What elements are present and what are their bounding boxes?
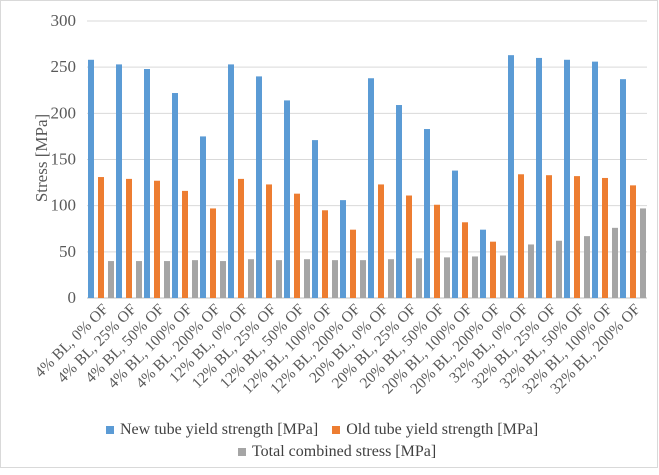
bar — [536, 57, 542, 298]
bar — [108, 261, 114, 298]
bar — [88, 59, 94, 298]
bar — [116, 64, 122, 298]
bar — [388, 259, 394, 298]
bar — [172, 93, 178, 299]
bar — [284, 100, 290, 298]
bar — [312, 140, 318, 298]
bar — [640, 208, 646, 298]
bar — [462, 222, 468, 298]
y-tick-label: 100 — [51, 196, 77, 215]
bar — [276, 260, 282, 298]
bar — [322, 210, 328, 298]
bar — [294, 193, 300, 298]
bar — [592, 61, 598, 299]
legend-label-old-tube: Old tube yield strength [MPa] — [346, 421, 539, 438]
bar — [602, 177, 608, 298]
legend-swatch-total-stress — [238, 448, 246, 456]
gridlines — [87, 20, 647, 299]
bar — [210, 208, 216, 298]
bar — [126, 178, 132, 298]
legend-label-total-stress: Total combined stress [MPa] — [252, 443, 437, 460]
bar — [472, 256, 478, 298]
bar — [416, 258, 422, 298]
bar — [546, 175, 552, 298]
bar — [256, 76, 262, 299]
x-tick-labels: 4% BL, 0% OF4% BL, 25% OF4% BL, 50% OF4%… — [32, 301, 644, 398]
bar — [584, 236, 590, 298]
bar — [564, 59, 570, 298]
bar — [136, 261, 142, 298]
bar — [556, 240, 562, 298]
legend-swatch-new-tube — [106, 426, 114, 434]
bar — [238, 178, 244, 298]
bar — [620, 79, 626, 298]
legend-row-2: Total combined stress [MPa] — [238, 443, 450, 461]
bar — [200, 136, 206, 298]
bar — [98, 177, 104, 298]
y-tick-label: 50 — [59, 242, 76, 261]
bar — [340, 200, 346, 298]
y-tick-label: 250 — [51, 57, 77, 76]
legend-item-new-tube: New tube yield strength [MPa] — [106, 421, 318, 439]
bar — [368, 78, 374, 298]
legend-swatch-old-tube — [332, 426, 341, 434]
bar — [444, 257, 450, 298]
bars — [88, 55, 646, 299]
bar — [164, 261, 170, 298]
bar — [360, 260, 366, 298]
bar — [228, 64, 234, 298]
bar — [332, 260, 338, 298]
legend-row-1: New tube yield strength [MPa] Old tube y… — [106, 421, 552, 439]
bar — [508, 55, 514, 299]
bar — [154, 180, 160, 298]
bar — [612, 227, 618, 298]
bar — [350, 229, 356, 298]
bar — [574, 176, 580, 298]
bar — [452, 170, 458, 298]
bar — [480, 229, 486, 298]
bar — [378, 184, 384, 298]
bar — [220, 261, 226, 298]
legend-item-total-stress: Total combined stress [MPa] — [238, 443, 436, 461]
bar — [266, 184, 272, 298]
bar — [500, 255, 506, 298]
bar — [630, 185, 636, 298]
y-tick-label: 150 — [51, 150, 77, 169]
y-tick-label: 200 — [51, 103, 77, 122]
bar — [192, 260, 198, 298]
legend-label-new-tube: New tube yield strength [MPa] — [120, 421, 319, 438]
bar — [434, 204, 440, 298]
bar — [304, 259, 310, 298]
bar — [490, 241, 496, 298]
bar — [528, 244, 534, 298]
y-tick-label: 300 — [51, 11, 77, 30]
y-tick-label: 0 — [68, 288, 77, 307]
bar — [518, 174, 524, 298]
y-axis-label: Stress [MPa] — [32, 114, 51, 202]
bar — [248, 259, 254, 298]
bar — [182, 190, 188, 298]
y-tick-labels: 0 50 100 150 200 250 300 — [51, 11, 77, 307]
legend-item-old-tube: Old tube yield strength [MPa] — [332, 421, 538, 439]
bar — [406, 195, 412, 298]
bar — [144, 69, 150, 298]
bar — [424, 129, 430, 298]
bar — [396, 105, 402, 298]
